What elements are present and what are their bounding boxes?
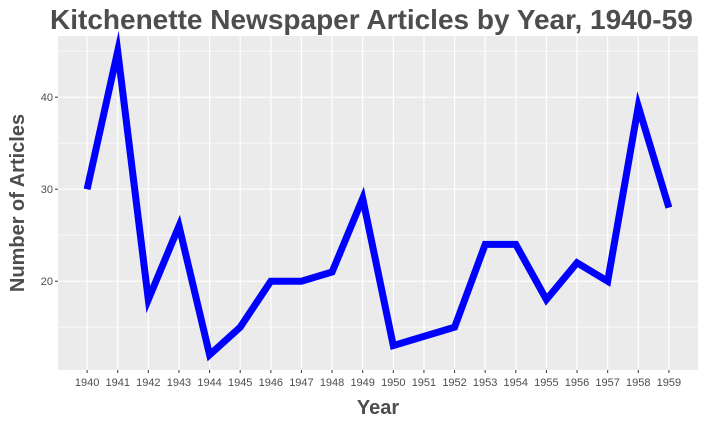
x-tick-label: 1946 (259, 377, 283, 389)
x-tick-label: 1948 (320, 377, 344, 389)
x-tick-label: 1951 (412, 377, 436, 389)
x-tick-label: 1949 (350, 377, 374, 389)
x-axis-ticks: 1940 1941 1942 1943 1944 1945 1946 1947 1948 1949… (75, 370, 681, 389)
x-tick-label: 1959 (657, 377, 681, 389)
x-tick-label: 1940 (75, 377, 99, 389)
x-axis-title: Year (357, 397, 399, 419)
y-axis-title: Number of Articles (7, 114, 29, 292)
x-tick-label: 1956 (565, 377, 589, 389)
y-tick-label: 20 (41, 276, 53, 288)
x-tick-label: 1954 (504, 377, 528, 389)
x-tick-label: 1953 (473, 377, 497, 389)
x-tick-label: 1944 (197, 377, 221, 389)
x-tick-label: 1947 (289, 377, 313, 389)
y-axis-ticks: 20 30 40 (41, 92, 58, 288)
x-tick-label: 1945 (228, 377, 252, 389)
major-gridlines (58, 36, 698, 370)
x-tick-label: 1950 (381, 377, 405, 389)
x-tick-label: 1941 (105, 377, 129, 389)
x-tick-label: 1952 (442, 377, 466, 389)
series-line (83, 30, 673, 362)
y-tick-label: 40 (41, 92, 53, 104)
y-tick-label: 30 (41, 184, 53, 196)
x-tick-label: 1958 (626, 377, 650, 389)
plot-panel (58, 36, 698, 370)
x-tick-label: 1957 (595, 377, 619, 389)
chart-title: Kitchenette Newspaper Articles by Year, … (50, 4, 693, 35)
series-layer (83, 30, 673, 362)
x-tick-label: 1943 (167, 377, 191, 389)
x-tick-label: 1955 (534, 377, 558, 389)
minor-gridlines (58, 50, 698, 328)
x-tick-label: 1942 (136, 377, 160, 389)
